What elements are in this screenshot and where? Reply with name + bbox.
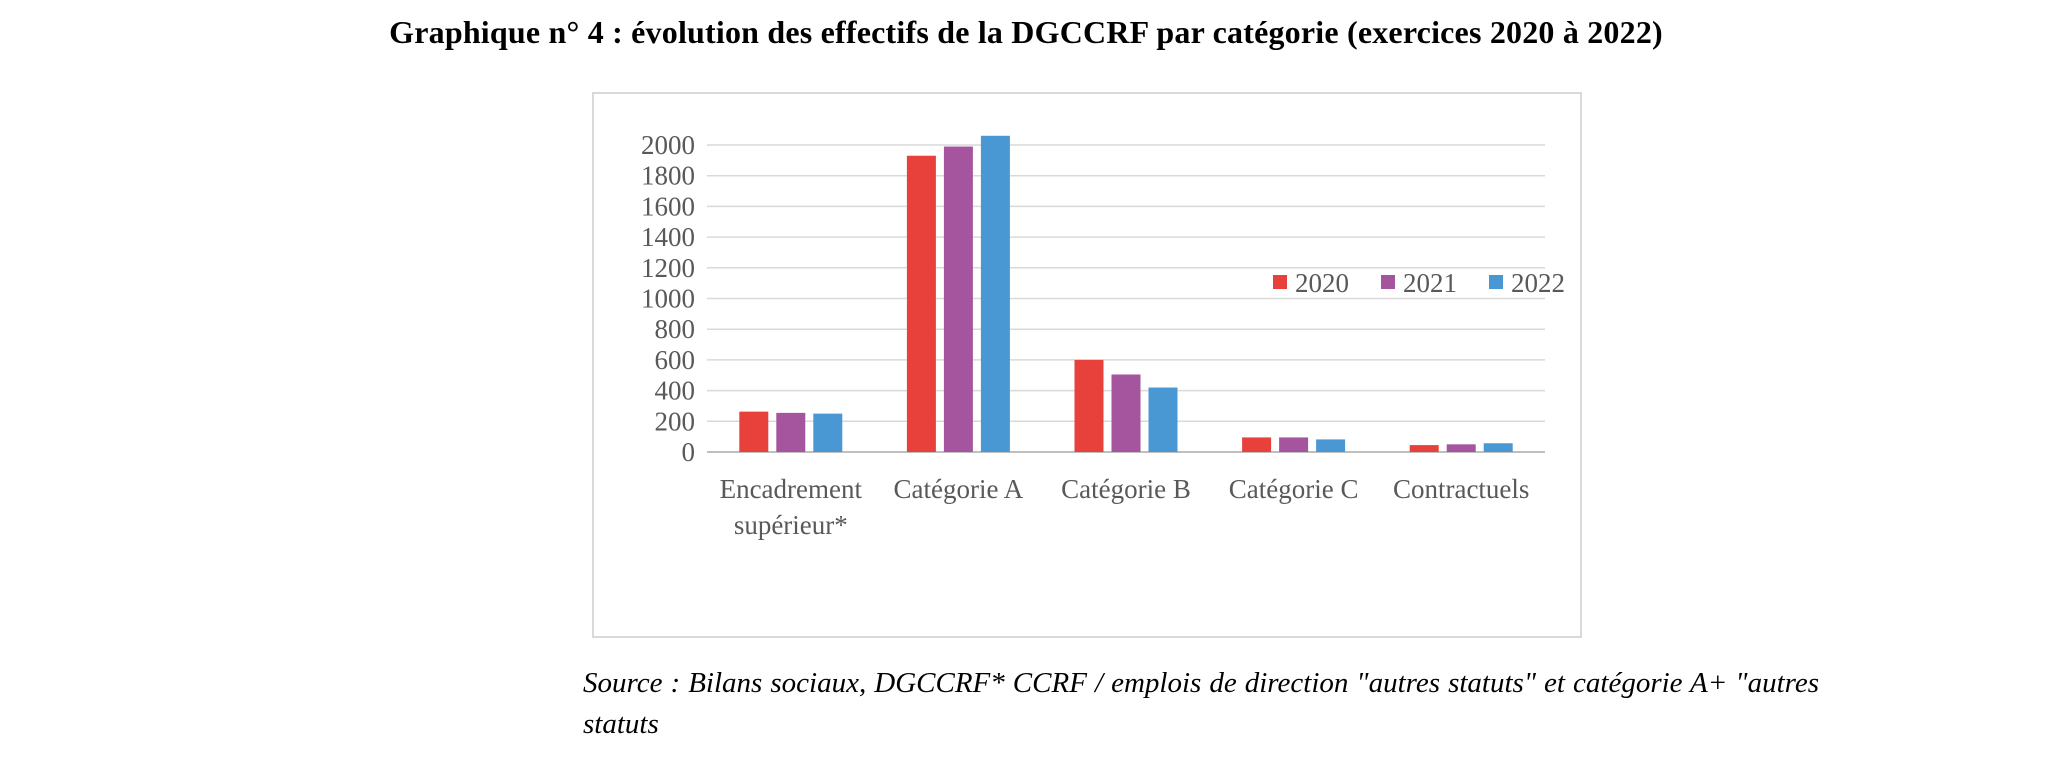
bar-2020 bbox=[1409, 445, 1439, 452]
x-tick-label: supérieur* bbox=[734, 510, 848, 540]
y-tick-label: 1400 bbox=[641, 222, 695, 252]
bar-2021 bbox=[1111, 374, 1141, 452]
bar-2020 bbox=[1242, 437, 1272, 452]
source-note: Source : Bilans sociaux, DGCCRF* CCRF / … bbox=[583, 667, 1819, 740]
bar-2022 bbox=[980, 135, 1010, 452]
x-tick-label: Catégorie A bbox=[894, 474, 1024, 504]
bar-2021 bbox=[1279, 437, 1309, 452]
legend-swatch-2020 bbox=[1273, 275, 1287, 289]
chart-area: 0 200 400 600 800 1000 1200 1400 1600 1800 2000 Enc… bbox=[592, 92, 1582, 638]
x-tick-label: Catégorie B bbox=[1061, 474, 1191, 504]
y-tick-label: 1600 bbox=[641, 191, 695, 221]
bar-2022 bbox=[813, 413, 843, 452]
x-tick-label: Contractuels bbox=[1393, 474, 1529, 504]
bar-2022 bbox=[1483, 443, 1513, 452]
bar-2021 bbox=[1446, 444, 1476, 452]
bar-2020 bbox=[906, 155, 936, 452]
legend-swatch-2022 bbox=[1489, 275, 1503, 289]
y-tick-label: 1800 bbox=[641, 161, 695, 191]
bar-2022 bbox=[1316, 439, 1346, 452]
y-tick-label: 2000 bbox=[641, 130, 695, 160]
bar-2022 bbox=[1148, 387, 1178, 452]
legend-label-2021: 2021 bbox=[1403, 268, 1457, 298]
y-tick-label: 800 bbox=[655, 314, 696, 344]
chart-title: Graphique n° 4 : évolution des effectifs… bbox=[389, 14, 1663, 50]
y-tick-label: 0 bbox=[682, 437, 696, 467]
legend-label-2020: 2020 bbox=[1295, 268, 1349, 298]
bar-2020 bbox=[739, 411, 769, 452]
bar-2021 bbox=[943, 146, 973, 452]
x-tick-label: Encadrement bbox=[720, 474, 863, 504]
y-tick-label: 400 bbox=[655, 376, 696, 406]
y-tick-label: 1200 bbox=[641, 253, 695, 283]
y-tick-label: 600 bbox=[655, 345, 696, 375]
y-tick-label: 200 bbox=[655, 406, 696, 436]
legend-swatch-2021 bbox=[1381, 275, 1395, 289]
legend-label-2022: 2022 bbox=[1511, 268, 1565, 298]
y-tick-label: 1000 bbox=[641, 284, 695, 314]
bar-2021 bbox=[776, 412, 806, 452]
x-tick-label: Catégorie C bbox=[1229, 474, 1359, 504]
bar-2020 bbox=[1074, 359, 1104, 452]
